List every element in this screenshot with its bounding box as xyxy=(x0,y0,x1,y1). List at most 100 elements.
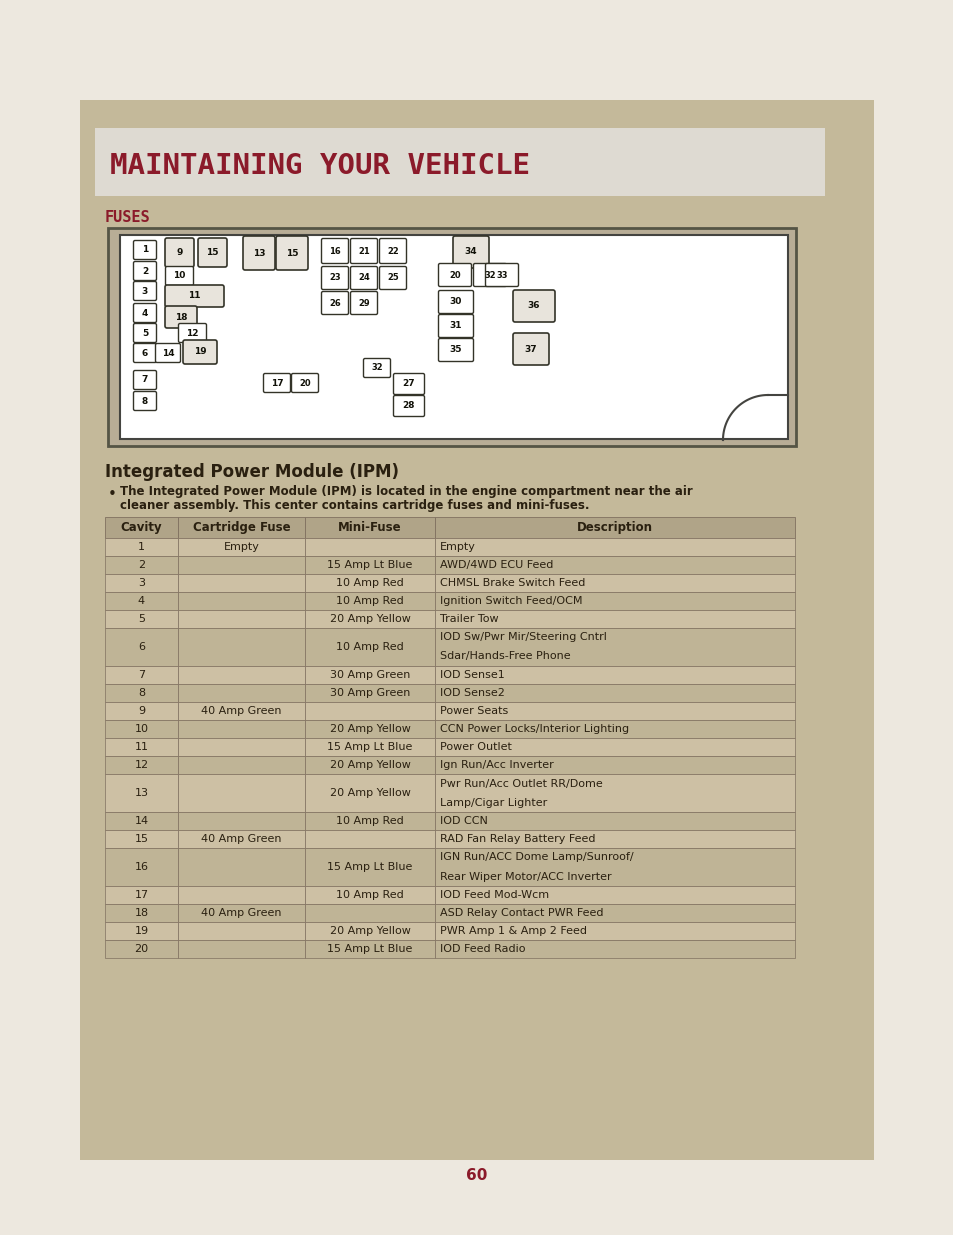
Text: 31: 31 xyxy=(449,321,462,331)
Bar xyxy=(178,848,305,885)
FancyBboxPatch shape xyxy=(393,373,424,394)
Bar xyxy=(178,684,305,701)
FancyBboxPatch shape xyxy=(243,236,274,270)
Bar xyxy=(305,720,435,739)
Text: 20 Amp Yellow: 20 Amp Yellow xyxy=(329,926,410,936)
Bar xyxy=(305,538,435,556)
Text: 19: 19 xyxy=(134,926,149,936)
Text: 20 Amp Yellow: 20 Amp Yellow xyxy=(329,760,410,769)
Bar xyxy=(105,684,178,701)
FancyBboxPatch shape xyxy=(263,373,291,393)
Bar xyxy=(305,684,435,701)
FancyBboxPatch shape xyxy=(513,333,548,366)
Bar xyxy=(105,830,178,848)
Bar xyxy=(178,556,305,574)
FancyBboxPatch shape xyxy=(133,324,156,342)
Bar xyxy=(108,228,795,446)
Bar xyxy=(178,885,305,904)
Bar xyxy=(105,517,178,538)
FancyBboxPatch shape xyxy=(133,282,156,300)
Bar xyxy=(178,774,305,811)
FancyBboxPatch shape xyxy=(133,370,156,389)
Text: Sdar/Hands-Free Phone: Sdar/Hands-Free Phone xyxy=(439,652,570,662)
FancyBboxPatch shape xyxy=(438,263,471,287)
Bar xyxy=(305,610,435,629)
Text: AWD/4WD ECU Feed: AWD/4WD ECU Feed xyxy=(439,559,553,571)
Text: 20 Amp Yellow: 20 Amp Yellow xyxy=(329,788,410,798)
Text: 8: 8 xyxy=(142,396,148,405)
Bar xyxy=(305,739,435,756)
Text: 20: 20 xyxy=(134,944,149,953)
Text: 10: 10 xyxy=(134,724,149,734)
Bar xyxy=(305,629,435,666)
Text: 15: 15 xyxy=(134,834,149,844)
Text: 10 Amp Red: 10 Amp Red xyxy=(335,578,403,588)
Bar xyxy=(305,811,435,830)
Text: 16: 16 xyxy=(329,247,340,256)
FancyBboxPatch shape xyxy=(350,291,377,315)
Text: 14: 14 xyxy=(161,348,174,357)
Bar xyxy=(435,666,794,684)
Text: MAINTAINING YOUR VEHICLE: MAINTAINING YOUR VEHICLE xyxy=(110,152,530,180)
Text: PWR Amp 1 & Amp 2 Feed: PWR Amp 1 & Amp 2 Feed xyxy=(439,926,586,936)
Bar xyxy=(105,923,178,940)
Text: 17: 17 xyxy=(134,890,149,900)
Text: 16: 16 xyxy=(134,862,149,872)
Bar xyxy=(435,848,794,885)
Text: Mini-Fuse: Mini-Fuse xyxy=(337,521,401,534)
FancyBboxPatch shape xyxy=(321,238,348,263)
Text: IOD Sense2: IOD Sense2 xyxy=(439,688,504,698)
Bar xyxy=(105,756,178,774)
Text: 6: 6 xyxy=(138,642,145,652)
Text: 15 Amp Lt Blue: 15 Amp Lt Blue xyxy=(327,559,413,571)
Bar xyxy=(435,556,794,574)
Bar xyxy=(435,885,794,904)
Text: IGN Run/ACC Dome Lamp/Sunroof/: IGN Run/ACC Dome Lamp/Sunroof/ xyxy=(439,852,633,862)
Text: IOD Sense1: IOD Sense1 xyxy=(439,671,504,680)
Bar xyxy=(305,701,435,720)
Text: 10: 10 xyxy=(173,272,186,280)
Bar xyxy=(178,517,305,538)
FancyBboxPatch shape xyxy=(438,315,473,337)
FancyBboxPatch shape xyxy=(473,263,506,287)
Text: Pwr Run/Acc Outlet RR/Dome: Pwr Run/Acc Outlet RR/Dome xyxy=(439,778,602,788)
FancyBboxPatch shape xyxy=(438,290,473,314)
Bar xyxy=(435,756,794,774)
Bar xyxy=(178,666,305,684)
Bar xyxy=(305,556,435,574)
Bar xyxy=(305,517,435,538)
Text: 32: 32 xyxy=(371,363,382,373)
Bar xyxy=(435,610,794,629)
Text: Trailer Tow: Trailer Tow xyxy=(439,614,498,624)
Bar xyxy=(105,538,178,556)
Text: 1: 1 xyxy=(138,542,145,552)
Text: 15 Amp Lt Blue: 15 Amp Lt Blue xyxy=(327,862,413,872)
Bar xyxy=(178,940,305,958)
Bar xyxy=(105,904,178,923)
Text: 9: 9 xyxy=(176,248,182,257)
Bar xyxy=(178,574,305,592)
Bar xyxy=(305,592,435,610)
Text: 29: 29 xyxy=(357,299,370,308)
Text: Power Seats: Power Seats xyxy=(439,706,508,716)
Text: Power Outlet: Power Outlet xyxy=(439,742,512,752)
Bar xyxy=(105,556,178,574)
Text: 24: 24 xyxy=(357,273,370,283)
Text: 13: 13 xyxy=(253,248,265,258)
Bar xyxy=(178,538,305,556)
FancyBboxPatch shape xyxy=(379,238,406,263)
Bar xyxy=(178,830,305,848)
Bar xyxy=(305,904,435,923)
Bar xyxy=(95,128,824,196)
Text: Rear Wiper Motor/ACC Inverter: Rear Wiper Motor/ACC Inverter xyxy=(439,872,611,882)
FancyBboxPatch shape xyxy=(178,324,206,342)
FancyBboxPatch shape xyxy=(165,267,193,285)
Text: 33: 33 xyxy=(496,270,507,279)
FancyBboxPatch shape xyxy=(165,238,193,267)
Bar xyxy=(435,830,794,848)
Text: 40 Amp Green: 40 Amp Green xyxy=(201,834,281,844)
Bar xyxy=(105,574,178,592)
Bar xyxy=(435,592,794,610)
Bar xyxy=(435,538,794,556)
FancyBboxPatch shape xyxy=(363,358,390,378)
